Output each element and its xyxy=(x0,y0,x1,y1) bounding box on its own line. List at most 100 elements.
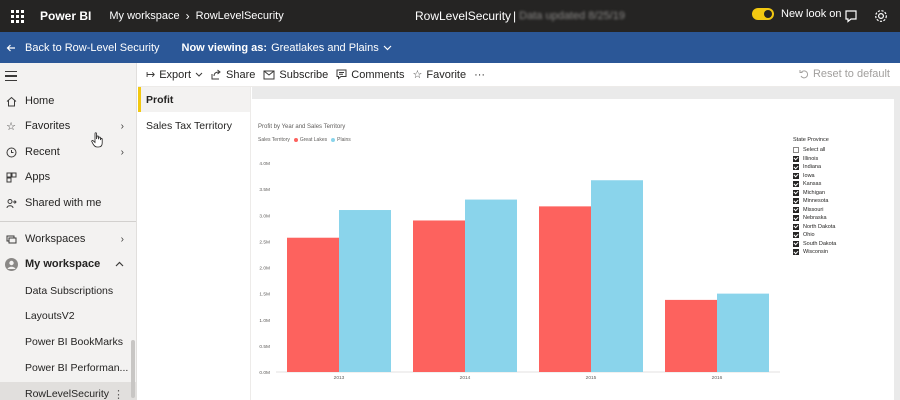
viewing-as-dropdown[interactable]: Now viewing as: Greatlakes and Plains xyxy=(182,42,392,54)
toggle-switch[interactable] xyxy=(752,8,774,20)
slicer-item-label: Ohio xyxy=(803,232,815,239)
legend-item-great-lakes[interactable]: Great Lakes xyxy=(293,137,327,143)
legend-item-plains[interactable]: Plains xyxy=(331,137,351,143)
nav-item-workspaces[interactable]: Workspaces › xyxy=(0,227,136,251)
comments-label: Comments xyxy=(351,68,405,81)
y-tick-label: 4.0M xyxy=(259,161,270,167)
checkbox[interactable] xyxy=(793,232,799,239)
left-navigation-pane: Home ☆ Favorites › Recent › Apps Shared … xyxy=(0,63,137,400)
checkbox[interactable] xyxy=(793,164,799,171)
slicer-item-label: Illinois xyxy=(803,155,819,162)
report-title-area: RowLevelSecurity | Data updated 8/25/19 xyxy=(415,0,625,32)
slicer-item[interactable]: Missouri xyxy=(793,206,888,215)
app-name[interactable]: Power BI xyxy=(40,9,92,23)
page-tab-sales-tax-territory[interactable]: Sales Tax Territory xyxy=(146,119,232,132)
profit-bar-chart[interactable]: 0.0M 0.5M 1.0M 1.5M 2.0M 2.5M 3.0M 3.5M 4.0M 2013… xyxy=(252,149,787,389)
workspace-item-active[interactable]: RowLevelSecurity ⋮ xyxy=(0,382,136,400)
bar-plains-2013[interactable] xyxy=(339,210,391,372)
share-button[interactable]: Share xyxy=(211,69,255,81)
bar-great-lakes-2013[interactable] xyxy=(287,237,339,372)
slicer-select-all[interactable]: Select all xyxy=(793,146,888,155)
bar-great-lakes-2015[interactable] xyxy=(539,206,591,372)
checkbox[interactable] xyxy=(793,172,799,179)
pages-pane: Profit Sales Tax Territory xyxy=(138,87,251,400)
slicer-item[interactable]: Iowa xyxy=(793,172,888,181)
nav-item-recent[interactable]: Recent › xyxy=(0,140,136,164)
workspace-item[interactable]: LayoutsV2 xyxy=(25,310,75,322)
new-look-toggle[interactable]: New look on xyxy=(752,8,842,20)
breadcrumb-report[interactable]: RowLevelSecurity xyxy=(195,10,284,22)
chevron-right-icon: › xyxy=(120,120,124,132)
more-options-icon[interactable]: ⋮ xyxy=(113,388,124,400)
slicer-item-label: Wisconsin xyxy=(803,249,829,256)
back-to-rls-button[interactable]: Back to Row-Level Security xyxy=(6,42,160,54)
star-icon: ☆ xyxy=(412,69,423,81)
nav-label: Recent xyxy=(25,146,60,158)
hand-cursor-icon xyxy=(91,132,103,148)
breadcrumb-workspace[interactable]: My workspace xyxy=(109,10,180,22)
slicer-item[interactable]: South Dakota xyxy=(793,240,888,249)
checkbox[interactable] xyxy=(793,215,799,222)
share-label: Share xyxy=(226,68,256,81)
report-action-bar: ↦ Export Share Subscribe Comments ☆ Favo… xyxy=(138,63,900,87)
checkbox[interactable] xyxy=(793,206,799,213)
checkbox[interactable] xyxy=(793,240,799,247)
export-arrow-icon: ↦ xyxy=(146,69,156,81)
x-tick-label: 2014 xyxy=(460,375,471,381)
nav-scrollbar[interactable] xyxy=(131,340,135,398)
y-tick-label: 2.0M xyxy=(259,266,270,272)
new-look-label: New look on xyxy=(781,8,842,20)
nav-item-home[interactable]: Home xyxy=(0,89,136,113)
slicer-item-label: Nebraska xyxy=(803,215,827,222)
more-options-button[interactable]: ··· xyxy=(474,69,485,81)
nav-item-apps[interactable]: Apps xyxy=(0,165,136,189)
checkbox[interactable] xyxy=(793,198,799,205)
checkbox[interactable] xyxy=(793,223,799,230)
workspace-item[interactable]: Power BI Performan... xyxy=(25,362,129,374)
nav-label: Shared with me xyxy=(25,197,102,209)
nav-item-shared-with-me[interactable]: Shared with me xyxy=(0,191,136,215)
share-person-icon xyxy=(4,196,18,210)
hamburger-menu-icon[interactable] xyxy=(5,71,17,84)
reset-to-default-button[interactable]: Reset to default xyxy=(799,68,890,80)
nav-item-my-workspace[interactable]: My workspace xyxy=(0,252,136,276)
comments-button[interactable]: Comments xyxy=(336,69,404,81)
checkbox[interactable] xyxy=(793,147,799,154)
row-level-security-bar: Back to Row-Level Security Now viewing a… xyxy=(0,32,900,63)
bar-plains-2014[interactable] xyxy=(465,199,517,372)
more-options-icon: ··· xyxy=(474,68,486,81)
slicer-item[interactable]: Minnesota xyxy=(793,197,888,206)
slicer-item[interactable]: Wisconsin xyxy=(793,248,888,257)
bar-plains-2016[interactable] xyxy=(717,293,769,372)
page-tab-profit[interactable]: Profit xyxy=(138,87,250,112)
slicer-item[interactable]: North Dakota xyxy=(793,223,888,232)
workspace-item[interactable]: Power BI BookMarks xyxy=(25,336,124,348)
subscribe-button[interactable]: Subscribe xyxy=(263,69,328,81)
y-tick-label: 1.5M xyxy=(259,292,270,298)
app-launcher-icon[interactable] xyxy=(6,9,28,23)
slicer-item[interactable]: Nebraska xyxy=(793,214,888,223)
gear-icon[interactable] xyxy=(873,8,889,24)
export-button[interactable]: ↦ Export xyxy=(146,68,203,81)
checkbox[interactable] xyxy=(793,189,799,196)
slicer-item[interactable]: Indiana xyxy=(793,163,888,172)
slicer-item[interactable]: Illinois xyxy=(793,155,888,164)
workspace-item-label: RowLevelSecurity xyxy=(25,388,110,400)
slicer-item[interactable]: Michigan xyxy=(793,189,888,198)
bar-plains-2015[interactable] xyxy=(591,180,643,372)
viewing-as-label: Now viewing as: xyxy=(181,41,268,54)
x-tick-label: 2015 xyxy=(586,375,597,381)
checkbox[interactable] xyxy=(793,249,799,256)
favorite-button[interactable]: ☆ Favorite xyxy=(412,68,466,82)
checkbox[interactable] xyxy=(793,181,799,188)
slicer-item[interactable]: Kansas xyxy=(793,180,888,189)
feedback-icon[interactable] xyxy=(843,8,859,24)
slicer-item[interactable]: Ohio xyxy=(793,231,888,240)
checkbox[interactable] xyxy=(793,155,799,162)
nav-item-favorites[interactable]: ☆ Favorites › xyxy=(0,114,136,138)
workspace-item[interactable]: Data Subscriptions xyxy=(25,285,114,297)
chart-legend: Sales Territory Great Lakes Plains xyxy=(258,137,351,143)
undo-icon xyxy=(799,70,808,79)
bar-great-lakes-2014[interactable] xyxy=(413,220,465,372)
bar-great-lakes-2016[interactable] xyxy=(665,299,717,372)
